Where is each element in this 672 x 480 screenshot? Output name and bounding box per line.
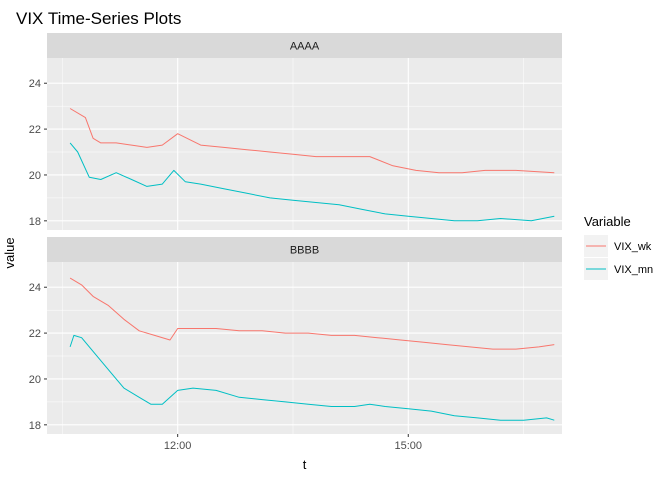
x-ticks: 12:00 15:00 xyxy=(164,434,422,452)
chart-title: VIX Time-Series Plots xyxy=(16,9,181,28)
strip-label-bbbb: BBBB xyxy=(290,245,319,257)
panel-aaaa: AAAA 18 20 22 24 xyxy=(29,33,562,230)
y-tick-label: 24 xyxy=(29,78,41,90)
x-tick-label: 12:00 xyxy=(164,440,192,452)
panel-bbbb: BBBB 18 20 22 24 xyxy=(29,237,562,434)
series-line-vix-wk xyxy=(69,277,555,350)
x-axis-title: t xyxy=(303,457,307,472)
y-tick-label: 20 xyxy=(29,374,41,386)
x-tick-label: 15:00 xyxy=(395,440,423,452)
series-bbbb xyxy=(69,277,555,421)
strip-background-aaaa xyxy=(47,33,562,58)
legend-title: Variable xyxy=(584,214,631,229)
legend-label-vix-wk: VIX_wk xyxy=(614,241,652,253)
y-tick-label: 22 xyxy=(29,124,41,136)
y-tick-label: 18 xyxy=(29,216,41,228)
series-line-vix-wk xyxy=(69,108,555,174)
series-line-vix-mn xyxy=(69,334,555,421)
legend: Variable VIX_wk VIX_mn xyxy=(584,214,653,280)
grid-bbbb xyxy=(47,262,562,434)
series-line-vix-mn xyxy=(69,142,555,222)
strip-label-aaaa: AAAA xyxy=(290,41,320,53)
y-ticks-aaaa: 18 20 22 24 xyxy=(29,78,47,228)
strip-background-bbbb xyxy=(47,237,562,262)
y-ticks-bbbb: 18 20 22 24 xyxy=(29,282,47,432)
y-tick-label: 22 xyxy=(29,328,41,340)
y-axis-title: value xyxy=(2,237,17,268)
y-tick-label: 20 xyxy=(29,170,41,182)
series-aaaa xyxy=(69,108,555,222)
y-tick-label: 18 xyxy=(29,420,41,432)
y-tick-label: 24 xyxy=(29,282,41,294)
legend-label-vix-mn: VIX_mn xyxy=(614,264,653,276)
